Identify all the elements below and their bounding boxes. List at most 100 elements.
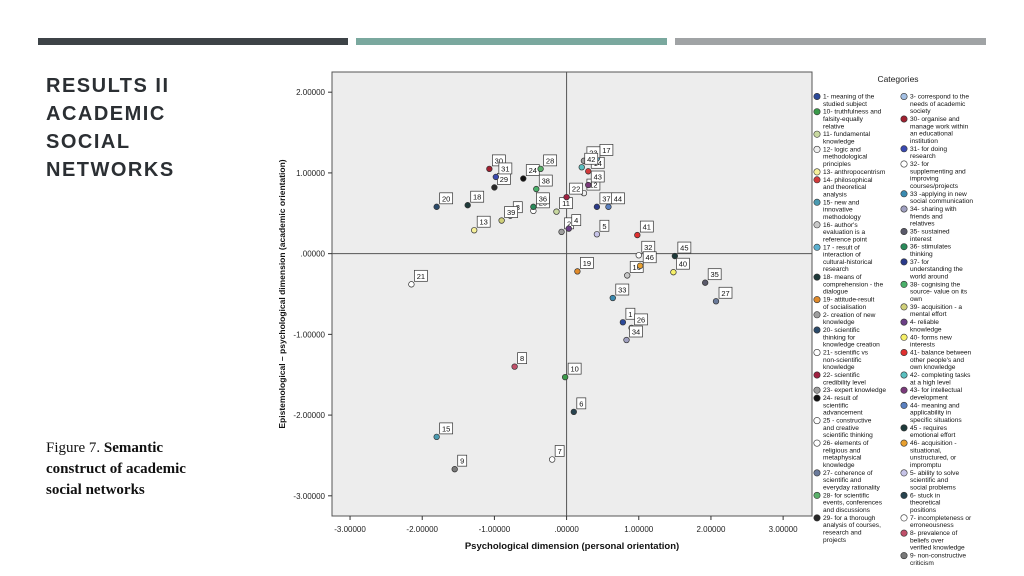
data-label: 31 <box>501 164 509 173</box>
data-label-box <box>571 214 582 226</box>
legend-swatch <box>900 258 908 266</box>
data-label-box <box>414 269 428 282</box>
legend-entry: 44- meaning and applicability in specific … <box>910 402 962 424</box>
data-label-box <box>439 422 454 435</box>
legend-swatch <box>900 439 908 447</box>
title-line: SOCIAL <box>46 131 131 153</box>
data-point <box>471 227 478 234</box>
data-label-box <box>504 206 518 218</box>
x-tick-label: 1.00000 <box>624 525 653 534</box>
legend-entry: 22- scientific credibility level <box>823 372 866 386</box>
legend-swatch <box>813 168 821 176</box>
legend-swatch <box>813 417 821 425</box>
data-label: 34 <box>632 328 640 337</box>
legend-entry: 29- for a thorough analysis of courses, re… <box>823 515 881 544</box>
y-tick-label: -3.00000 <box>293 492 325 501</box>
data-label-box <box>439 192 454 205</box>
data-point <box>558 228 565 235</box>
data-label-box <box>569 182 583 195</box>
data-label-box <box>599 219 610 232</box>
legend-entry: 15- new and innovative methodology <box>823 199 861 221</box>
data-label: 24 <box>529 166 537 175</box>
legend-entry: 27- coherence of scientific and everyday r… <box>823 470 881 492</box>
data-label: 23 <box>589 148 597 157</box>
legend-swatch <box>813 514 821 522</box>
data-point <box>549 456 556 463</box>
data-label: 28 <box>546 156 554 165</box>
legend-entry: 42- completing tasks at a high level <box>910 372 971 386</box>
data-label-box <box>476 215 491 228</box>
data-label: 39 <box>507 208 515 217</box>
legend-swatch <box>900 424 908 432</box>
data-label: 35 <box>711 270 719 279</box>
plot-area <box>331 71 813 517</box>
legend-swatch <box>900 491 908 499</box>
data-point <box>498 217 505 224</box>
data-label: 16 <box>633 263 641 272</box>
data-label-box <box>498 162 513 175</box>
data-label: 11 <box>562 199 570 208</box>
data-point <box>530 203 537 210</box>
data-label: 40 <box>679 260 687 269</box>
y-tick-label: -2.00000 <box>293 411 325 420</box>
data-point <box>464 202 471 209</box>
legend-entry: 14- philosophical and theoretical analysis <box>823 177 873 199</box>
x-axis-label: Psychological dimension (personal orient… <box>465 541 679 552</box>
legend-swatch <box>900 160 908 168</box>
legend-entry: 3- correspond to the needs of academic soc… <box>910 94 969 116</box>
legend-entry: 25 - constructive and creative scientific … <box>823 418 873 440</box>
data-label-box <box>584 152 599 165</box>
data-point <box>593 203 601 210</box>
data-label: 8 <box>520 354 524 363</box>
data-label: 26 <box>637 315 645 324</box>
data-point <box>671 252 679 260</box>
legend-entry: 26- elements of religious and metaphysical… <box>823 440 869 469</box>
data-label: 21 <box>417 272 425 281</box>
legend-entry: 45 - requires emotional effort <box>910 425 955 439</box>
legend-entry: 7- incompleteness or erroneousness <box>910 515 972 529</box>
decorative-bar-teal <box>356 38 667 45</box>
legend-swatch <box>813 439 821 447</box>
legend-swatch <box>900 228 908 236</box>
legend-swatch <box>900 529 908 537</box>
data-label: 46 <box>646 253 654 262</box>
data-point <box>712 298 720 305</box>
data-label-box <box>707 268 722 281</box>
slide-title: RESULTS II ACADEMIC SOCIAL NETWORKS <box>46 72 246 184</box>
data-point <box>533 185 540 193</box>
data-point <box>492 173 499 181</box>
data-point <box>561 373 569 381</box>
legend-entry: 37- for understanding the world around <box>909 259 963 281</box>
legend-entry: 24- result of scientific advancement <box>823 395 863 417</box>
data-point <box>433 203 440 210</box>
data-label: 27 <box>721 289 729 298</box>
data-point <box>670 269 677 276</box>
x-tick-label: 2.00000 <box>696 525 725 534</box>
data-label: 6 <box>579 399 583 408</box>
data-point <box>624 272 631 279</box>
data-label: 32 <box>644 243 652 252</box>
data-point <box>408 281 415 288</box>
legend-swatch <box>900 318 908 326</box>
data-label: 9 <box>460 457 464 466</box>
data-label: 12 <box>589 181 597 190</box>
legend-swatch <box>900 303 908 311</box>
data-point <box>702 279 709 286</box>
x-tick-label: .00000 <box>554 525 579 534</box>
data-label-box <box>639 220 654 233</box>
legend-entry: 19- attitude-result of socialisation <box>823 297 874 311</box>
legend-swatch <box>900 92 908 100</box>
legend-swatch <box>900 386 908 394</box>
data-point <box>585 168 592 175</box>
data-label: 30 <box>495 156 503 165</box>
legend-entry: 31- for doing research <box>910 146 947 160</box>
legend-swatch <box>900 469 908 477</box>
data-label: 42 <box>587 155 595 164</box>
legend-entry: 34- sharing with friends and relatives <box>910 206 957 228</box>
legend-swatch <box>813 176 821 184</box>
legend-swatch <box>813 371 821 379</box>
data-point <box>563 193 570 201</box>
data-label-box <box>611 192 625 205</box>
legend-entry: 5- ability to solve scientific and social … <box>910 470 959 492</box>
legend-entry: 33 -applying in new social communication <box>910 191 973 205</box>
